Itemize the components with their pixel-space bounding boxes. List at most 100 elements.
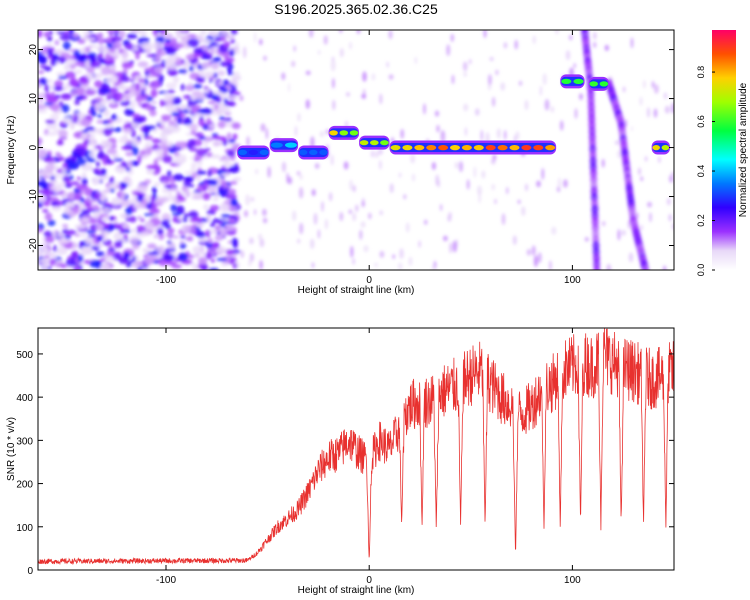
- faint-blob: [501, 213, 506, 226]
- noise-blob: [69, 175, 74, 180]
- noise-blob: [111, 153, 120, 159]
- noise-blob: [129, 99, 136, 109]
- noise-blob: [145, 96, 154, 102]
- y-tick-label: 400: [16, 393, 33, 404]
- noise-blob: [49, 179, 58, 184]
- faint-blob: [506, 187, 509, 195]
- carrier-core: [414, 145, 425, 151]
- noise-blob: [178, 69, 188, 74]
- noise-blob: [106, 30, 114, 33]
- noise-blob: [200, 55, 213, 60]
- noise-blob: [191, 195, 203, 200]
- noise-blob: [146, 164, 157, 170]
- noise-blob: [225, 193, 237, 200]
- noise-blob: [166, 141, 174, 148]
- noise-blob: [44, 84, 50, 93]
- noise-blob: [166, 125, 173, 130]
- noise-blob: [150, 71, 158, 77]
- noise-blob: [66, 229, 77, 235]
- noise-blob: [201, 252, 207, 257]
- noise-blob: [136, 230, 142, 234]
- faint-blob: [310, 238, 315, 249]
- noise-blob: [44, 212, 53, 221]
- faint-blob: [491, 158, 496, 165]
- noise-blob: [89, 61, 102, 68]
- noise-blob: [191, 162, 198, 167]
- noise-blob: [97, 150, 105, 159]
- noise-blob: [145, 146, 152, 156]
- faint-blob: [411, 173, 416, 182]
- noise-blob: [49, 196, 59, 202]
- faint-blob: [440, 204, 443, 211]
- noise-blob: [120, 198, 130, 207]
- faint-blob: [503, 42, 508, 49]
- noise-blob: [137, 61, 149, 68]
- noise-blob: [131, 123, 139, 129]
- noise-blob: [184, 171, 195, 175]
- noise-blob: [190, 130, 197, 136]
- noise-blob: [69, 63, 76, 70]
- noise-blob: [176, 191, 181, 195]
- faint-blob: [569, 34, 573, 41]
- noise-blob: [208, 123, 215, 129]
- noise-blob: [104, 124, 114, 129]
- faint-blob: [310, 136, 315, 148]
- noise-blob: [38, 30, 43, 38]
- faint-blob: [440, 130, 446, 143]
- noise-blob: [218, 189, 229, 198]
- snr-y-ticks: 0 100 200 300 400 500: [16, 350, 674, 577]
- noise-blob: [41, 190, 52, 197]
- faint-blob: [666, 197, 671, 206]
- noise-blob: [125, 206, 133, 216]
- noise-blob: [151, 144, 161, 151]
- carrier-core: [402, 145, 413, 151]
- noise-blob: [110, 75, 118, 84]
- noise-blob: [38, 151, 45, 160]
- faint-blob: [480, 129, 483, 142]
- faint-blob: [491, 183, 495, 191]
- faint-blob: [644, 156, 648, 162]
- noise-blob: [188, 210, 199, 219]
- noise-blob: [119, 226, 124, 235]
- noise-blob: [58, 56, 66, 64]
- noise-blob: [96, 236, 104, 241]
- faint-blob: [521, 206, 526, 216]
- faint-blob: [293, 45, 296, 52]
- noise-blob: [99, 52, 104, 58]
- noise-blob: [81, 129, 89, 133]
- faint-blob: [311, 262, 315, 269]
- noise-blob: [210, 258, 215, 263]
- noise-blob: [39, 64, 48, 69]
- noise-blob: [167, 228, 175, 233]
- noise-blob: [42, 263, 49, 270]
- faint-blob: [663, 92, 668, 100]
- noise-blob: [58, 101, 64, 107]
- faint-blob: [574, 108, 578, 119]
- noise-blob: [74, 265, 81, 270]
- noise-blob: [74, 99, 80, 105]
- faint-blob: [288, 82, 290, 93]
- faint-blob: [323, 35, 328, 45]
- faint-blob: [343, 161, 349, 170]
- noise-blob: [58, 75, 68, 80]
- faint-blob: [321, 201, 324, 212]
- noise-blob: [202, 185, 207, 191]
- faint-blob: [515, 131, 520, 140]
- faint-blob: [339, 30, 343, 33]
- carrier-core: [319, 149, 328, 155]
- carrier-core: [485, 145, 496, 151]
- noise-blob: [234, 211, 240, 216]
- noise-blob: [132, 243, 140, 250]
- faint-blob: [475, 108, 480, 116]
- faint-blob: [330, 59, 336, 72]
- carrier-core: [450, 145, 460, 151]
- noise-blob: [121, 145, 133, 151]
- noise-blob: [180, 192, 191, 196]
- noise-blob: [85, 230, 97, 234]
- faint-blob: [450, 33, 454, 43]
- noise-blob: [189, 72, 200, 80]
- noise-blob: [186, 225, 191, 234]
- noise-blob: [132, 113, 141, 118]
- faint-blob: [431, 265, 436, 270]
- noise-blob: [59, 34, 72, 41]
